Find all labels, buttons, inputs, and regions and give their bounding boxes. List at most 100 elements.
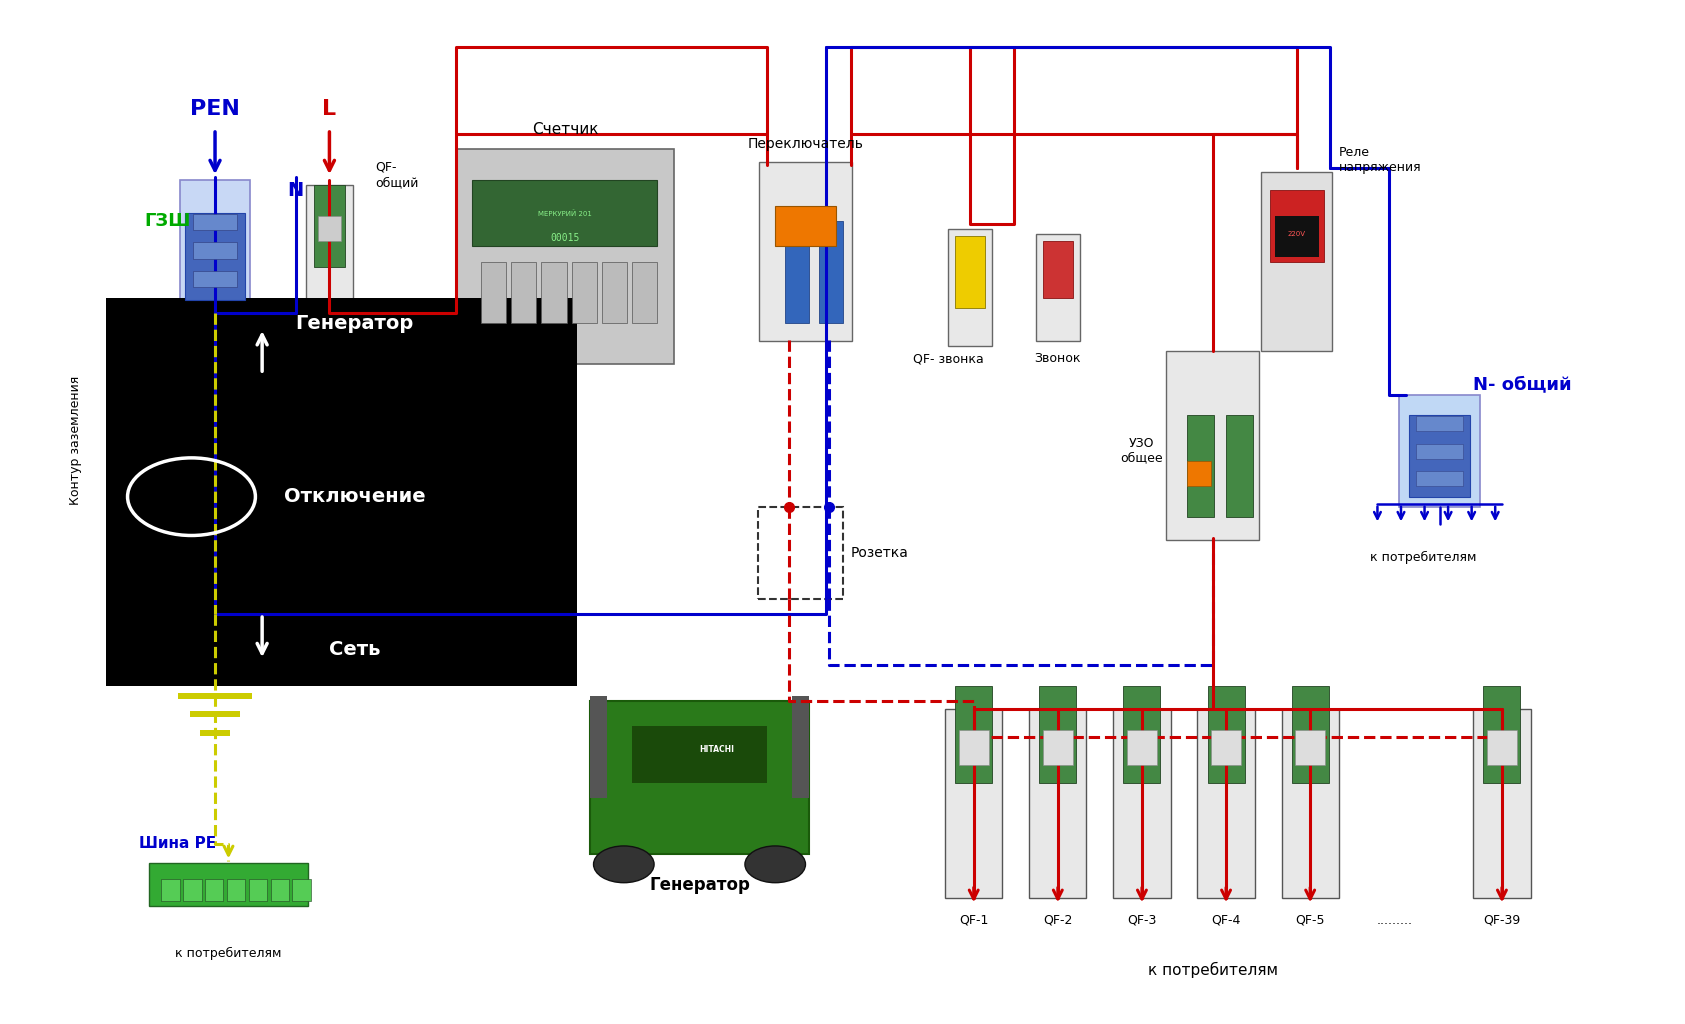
Bar — [955, 686, 992, 782]
Bar — [1188, 461, 1212, 486]
Text: Отключение: Отключение — [283, 487, 426, 506]
Bar — [959, 729, 989, 765]
Text: Генератор: Генератор — [649, 876, 750, 894]
Text: Контур заземления: Контур заземления — [69, 376, 83, 505]
Text: QF-5: QF-5 — [1296, 914, 1324, 927]
Bar — [201, 729, 231, 735]
Text: Счетчик: Счетчик — [532, 122, 598, 136]
Bar — [949, 228, 992, 346]
Bar — [1208, 686, 1245, 782]
Bar — [227, 879, 246, 901]
Bar — [1262, 172, 1333, 351]
Bar — [1124, 686, 1161, 782]
Bar — [179, 693, 253, 699]
Bar — [1043, 729, 1073, 765]
Text: Шина PE: Шина PE — [140, 837, 217, 851]
Text: 00015: 00015 — [551, 233, 580, 244]
Bar — [775, 206, 836, 247]
Text: QF-3: QF-3 — [1127, 914, 1156, 927]
Text: N: N — [288, 181, 303, 200]
Text: L: L — [322, 98, 337, 119]
Bar — [1415, 471, 1463, 486]
Bar — [271, 879, 290, 901]
Text: QF- звонка: QF- звонка — [913, 352, 984, 366]
Bar — [1399, 394, 1479, 507]
Bar — [1212, 729, 1242, 765]
Bar — [571, 262, 596, 324]
Bar — [480, 262, 506, 324]
Bar — [602, 262, 627, 324]
Bar — [1043, 242, 1073, 298]
Text: HITACHI: HITACHI — [699, 745, 735, 754]
Bar — [1030, 709, 1087, 897]
Bar — [162, 879, 180, 901]
Bar — [455, 150, 674, 364]
Text: к потребителям: к потребителям — [1147, 962, 1277, 978]
Bar — [1166, 351, 1259, 540]
Bar — [819, 221, 842, 324]
Bar — [758, 507, 842, 599]
Text: Переключатель: Переключатель — [748, 137, 863, 152]
Text: QF-1: QF-1 — [959, 914, 989, 927]
Bar — [1415, 416, 1463, 431]
Bar — [148, 863, 308, 906]
Bar — [184, 879, 202, 901]
Circle shape — [593, 846, 654, 883]
Bar — [1188, 415, 1215, 517]
Bar — [1270, 190, 1324, 262]
Bar — [1292, 686, 1329, 782]
Bar — [632, 262, 657, 324]
Circle shape — [745, 846, 805, 883]
Bar — [1114, 709, 1171, 897]
Bar — [760, 162, 851, 341]
Text: .........: ......... — [1377, 914, 1412, 927]
Bar — [1040, 686, 1077, 782]
Bar — [1415, 443, 1463, 459]
Bar — [194, 271, 238, 288]
Bar — [1473, 709, 1530, 897]
Bar — [1282, 709, 1340, 897]
Text: 220V: 220V — [1287, 231, 1306, 238]
Text: QF-39: QF-39 — [1483, 914, 1520, 927]
Bar — [792, 696, 809, 798]
Bar — [955, 237, 986, 308]
Bar — [511, 262, 536, 324]
Text: Реле
напряжения: Реле напряжения — [1340, 145, 1422, 174]
Bar — [1486, 729, 1516, 765]
Bar — [194, 214, 238, 230]
Text: QF-
общий: QF- общий — [374, 161, 418, 189]
Text: Генератор: Генератор — [295, 313, 415, 333]
Bar — [1296, 729, 1326, 765]
Bar — [1127, 729, 1158, 765]
Bar — [318, 216, 340, 242]
Text: ГЗШ: ГЗШ — [145, 212, 190, 230]
Bar — [472, 180, 657, 247]
Bar — [180, 180, 251, 313]
Text: МЕРКУРИЙ 201: МЕРКУРИЙ 201 — [538, 210, 591, 217]
Bar — [1483, 686, 1520, 782]
Text: Сеть: Сеть — [329, 640, 381, 659]
Text: QF-4: QF-4 — [1212, 914, 1240, 927]
Bar — [307, 185, 352, 318]
Bar — [249, 879, 268, 901]
Bar — [190, 711, 241, 717]
Bar — [945, 709, 1003, 897]
Text: к потребителям: к потребителям — [175, 946, 281, 959]
Text: Звонок: Звонок — [1035, 352, 1082, 366]
Text: УЗО
общее: УЗО общее — [1121, 436, 1163, 465]
Text: Розетка: Розетка — [851, 546, 908, 560]
Bar — [1276, 216, 1319, 257]
Bar — [315, 185, 344, 267]
Bar — [590, 696, 607, 798]
Text: к потребителям: к потребителям — [1370, 551, 1476, 564]
Bar — [106, 298, 576, 686]
Bar — [1227, 415, 1254, 517]
Bar — [541, 262, 566, 324]
Text: N- общий: N- общий — [1473, 376, 1572, 393]
Bar — [293, 879, 312, 901]
Bar — [1409, 415, 1469, 497]
Bar — [632, 726, 767, 782]
Bar — [785, 221, 809, 324]
Bar — [185, 213, 246, 300]
Text: QF-2: QF-2 — [1043, 914, 1073, 927]
